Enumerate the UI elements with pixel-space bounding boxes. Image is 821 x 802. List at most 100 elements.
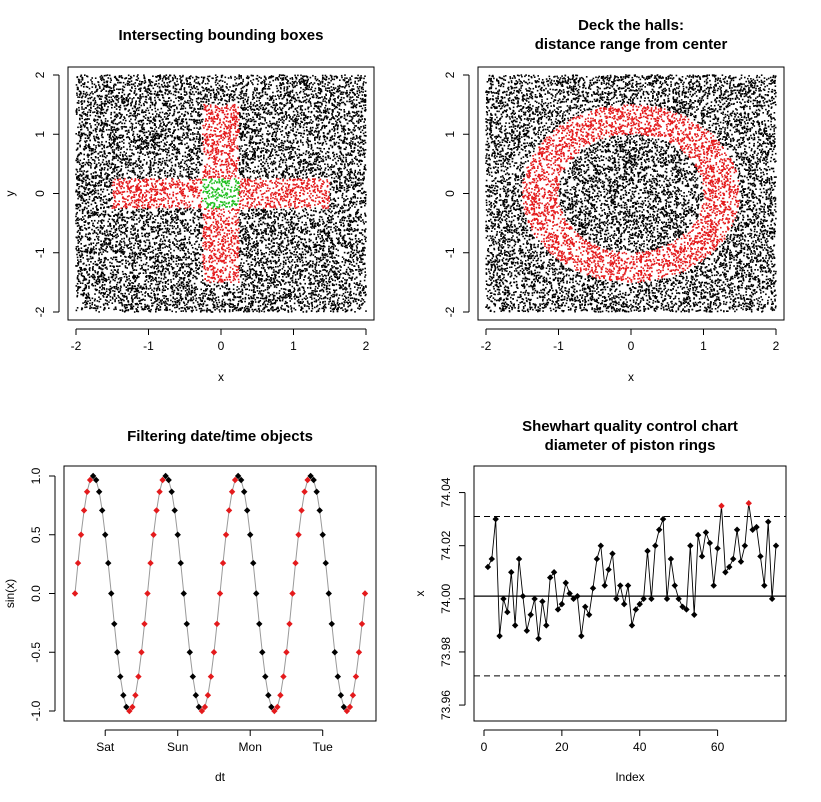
data-point	[86, 270, 88, 273]
data-point	[319, 231, 322, 233]
data-point	[218, 301, 221, 304]
data-point	[350, 219, 352, 222]
data-point	[123, 246, 125, 249]
data-point	[331, 117, 333, 119]
data-point	[81, 108, 83, 110]
data-point	[286, 98, 288, 101]
data-point	[242, 160, 245, 163]
data-point	[165, 78, 167, 81]
data-point	[305, 83, 308, 86]
data-point	[339, 184, 341, 187]
data-point	[109, 280, 112, 283]
data-point	[227, 89, 230, 91]
data-point	[121, 98, 123, 101]
data-point	[191, 99, 194, 101]
data-point	[198, 297, 200, 299]
data-point	[275, 98, 277, 101]
data-point	[359, 182, 361, 184]
data-point	[134, 118, 137, 121]
data-point	[103, 240, 106, 242]
data-point	[287, 132, 290, 135]
data-point	[276, 154, 279, 157]
data-point	[256, 240, 258, 242]
data-point	[180, 76, 182, 79]
data-point	[260, 293, 263, 296]
data-point	[328, 226, 330, 228]
data-point	[336, 127, 339, 130]
data-point	[98, 311, 100, 313]
data-point	[258, 264, 260, 267]
data-point	[197, 155, 199, 157]
data-point	[109, 288, 112, 290]
data-point	[78, 131, 81, 133]
data-point	[136, 174, 139, 177]
data-point	[270, 300, 272, 303]
data-point	[112, 249, 114, 252]
data-point	[84, 96, 87, 98]
data-point	[358, 137, 360, 139]
data-point	[243, 176, 245, 179]
data-point	[191, 262, 193, 265]
data-point	[154, 159, 156, 161]
data-point	[134, 172, 136, 174]
data-point	[303, 289, 305, 292]
data-point	[352, 259, 354, 261]
data-point	[126, 163, 128, 166]
data-point	[337, 168, 339, 170]
data-point	[354, 311, 356, 313]
data-point	[289, 151, 292, 153]
data-point	[161, 125, 163, 128]
data-point	[155, 152, 157, 155]
data-point	[79, 255, 82, 258]
data-point	[278, 138, 281, 140]
data-point	[319, 211, 322, 213]
data-point	[281, 112, 284, 115]
data-point	[352, 133, 355, 136]
data-point	[272, 296, 275, 298]
data-point	[115, 285, 118, 288]
data-point	[103, 104, 106, 106]
data-point	[162, 268, 164, 270]
data-point	[308, 151, 310, 153]
data-point	[98, 85, 101, 88]
data-point	[158, 210, 161, 213]
data-point	[286, 172, 289, 174]
data-point	[79, 238, 82, 240]
data-point	[242, 278, 245, 280]
data-point	[128, 158, 131, 161]
data-point	[288, 107, 291, 109]
data-point	[146, 161, 148, 164]
data-point	[296, 300, 299, 302]
data-point	[328, 210, 330, 213]
data-point	[281, 273, 283, 275]
data-point	[94, 124, 97, 126]
data-point	[114, 165, 116, 168]
data-point	[310, 296, 313, 298]
data-point	[190, 210, 193, 213]
data-point	[134, 87, 137, 90]
data-point	[362, 200, 364, 202]
data-point	[311, 219, 313, 221]
data-point	[151, 130, 153, 132]
data-point	[97, 229, 100, 231]
data-point	[239, 153, 242, 155]
data-point	[337, 125, 339, 128]
data-point	[180, 97, 182, 99]
data-point	[127, 169, 130, 172]
data-point	[117, 144, 119, 146]
data-point	[307, 143, 310, 146]
data-point	[252, 94, 254, 96]
data-point	[274, 106, 277, 109]
data-point	[100, 163, 102, 166]
data-point	[145, 250, 148, 252]
data-point	[359, 135, 361, 138]
data-point	[140, 165, 142, 168]
data-point	[207, 82, 209, 85]
data-point	[132, 134, 134, 136]
data-point	[95, 85, 97, 87]
data-point	[163, 99, 165, 102]
data-point	[152, 135, 154, 137]
data-point	[164, 246, 166, 249]
data-point	[357, 96, 359, 99]
data-point	[282, 147, 285, 149]
